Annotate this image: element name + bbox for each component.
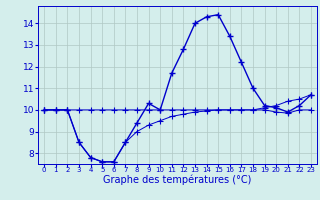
X-axis label: Graphe des températures (°C): Graphe des températures (°C) bbox=[103, 175, 252, 185]
